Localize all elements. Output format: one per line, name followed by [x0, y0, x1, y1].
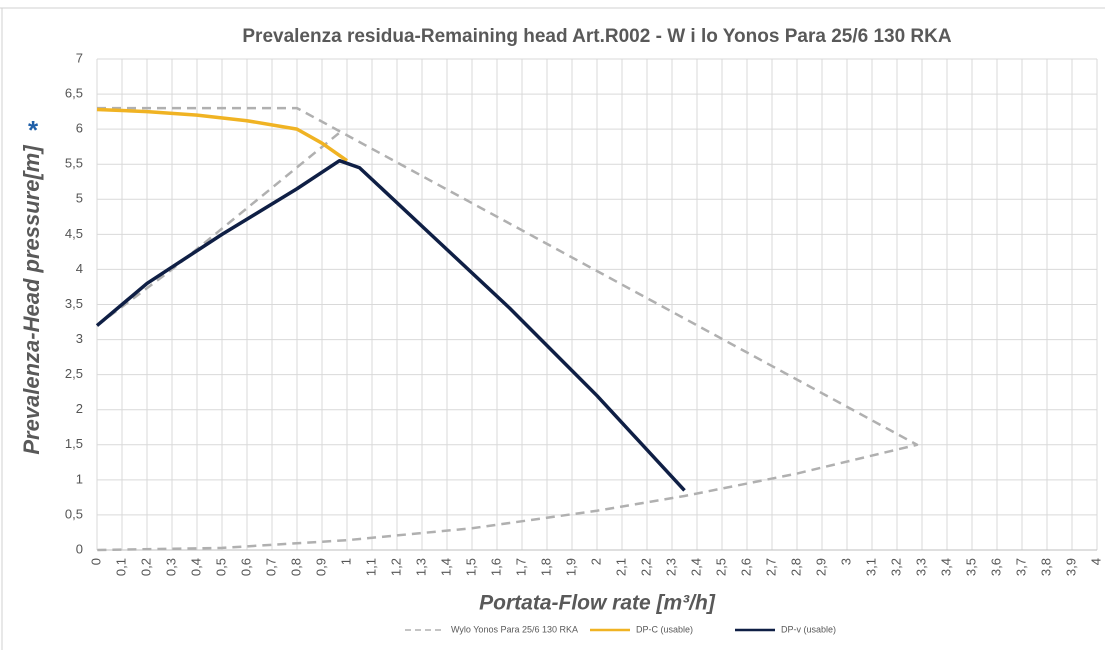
x-tick-label: 1,1 — [363, 558, 378, 576]
x-tick-label: 2,7 — [763, 558, 778, 576]
x-axis-label: Portata-Flow rate [m³/h] — [479, 592, 716, 615]
x-tick-label: 2,1 — [613, 558, 628, 576]
x-tick-label: 3,6 — [988, 558, 1003, 576]
x-tick-label: 0,2 — [138, 558, 153, 576]
x-tick-label: 1,3 — [413, 558, 428, 576]
x-tick-label: 1,7 — [513, 558, 528, 576]
x-tick-label: 2,4 — [688, 558, 703, 576]
y-tick-label: 5,5 — [65, 156, 83, 171]
y-tick-label: 3,5 — [65, 296, 83, 311]
legend-label: DP-v (usable) — [781, 624, 836, 634]
x-tick-label: 2 — [588, 558, 603, 565]
x-tick-label: 0,8 — [288, 558, 303, 576]
y-tick-label: 1,5 — [65, 436, 83, 451]
legend-label: Wylo Yonos Para 25/6 130 RKA — [451, 624, 578, 634]
y-tick-label: 4 — [76, 261, 83, 276]
y-tick-label: 2,5 — [65, 366, 83, 381]
x-tick-label: 1 — [338, 558, 353, 565]
x-tick-label: 0,7 — [263, 558, 278, 576]
y-tick-label: 2 — [76, 401, 83, 416]
x-tick-label: 3,7 — [1013, 558, 1028, 576]
y-axis-label: Prevalenza-Head pressure[m] — [19, 145, 44, 455]
x-tick-label: 0,9 — [313, 558, 328, 576]
y-tick-label: 6,5 — [65, 86, 83, 101]
x-tick-label: 0,5 — [213, 558, 228, 576]
x-tick-label: 0,6 — [238, 558, 253, 576]
x-tick-label: 3,2 — [888, 558, 903, 576]
x-tick-label: 0,3 — [163, 558, 178, 576]
x-tick-label: 1,4 — [438, 558, 453, 576]
x-tick-label: 0 — [88, 558, 103, 565]
series-line — [95, 158, 686, 492]
x-tick-label: 3,1 — [863, 558, 878, 576]
x-tick-label: 2,6 — [738, 558, 753, 576]
y-tick-label: 7 — [76, 50, 83, 65]
series-line — [96, 106, 919, 552]
x-tick-label: 0,1 — [113, 558, 128, 576]
y-tick-label: 1 — [76, 471, 83, 486]
y-tick-label: 6 — [76, 121, 83, 136]
x-tick-label: 3,5 — [963, 558, 978, 576]
series-line — [96, 107, 349, 163]
x-tick-label: 0,4 — [188, 558, 203, 576]
x-tick-label: 3 — [838, 558, 853, 565]
x-tick-label: 2,5 — [713, 558, 728, 576]
y-axis-mark: * — [28, 115, 39, 145]
legend-label: DP-C (usable) — [636, 624, 693, 634]
x-tick-label: 1,5 — [463, 558, 478, 576]
x-tick-label: 1,6 — [488, 558, 503, 576]
chart-title: Prevalenza residua-Remaining head Art.R0… — [242, 26, 952, 47]
y-tick-label: 3 — [76, 331, 83, 346]
y-tick-label: 4,5 — [65, 226, 83, 241]
x-tick-label: 4 — [1088, 558, 1103, 565]
x-tick-label: 2,3 — [663, 558, 678, 576]
x-tick-label: 2,8 — [788, 558, 803, 576]
x-tick-label: 1,8 — [538, 558, 553, 576]
x-tick-label: 2,2 — [638, 558, 653, 576]
x-tick-label: 3,4 — [938, 558, 953, 576]
x-tick-label: 1,2 — [388, 558, 403, 576]
y-tick-label: 0 — [76, 541, 83, 556]
x-tick-label: 1,9 — [563, 558, 578, 576]
x-tick-label: 3,3 — [913, 558, 928, 576]
x-tick-label: 3,8 — [1038, 558, 1053, 576]
x-tick-label: 3,9 — [1063, 558, 1078, 576]
x-tick-label: 2,9 — [813, 558, 828, 576]
y-tick-label: 5 — [76, 191, 83, 206]
y-tick-label: 0,5 — [65, 506, 83, 521]
